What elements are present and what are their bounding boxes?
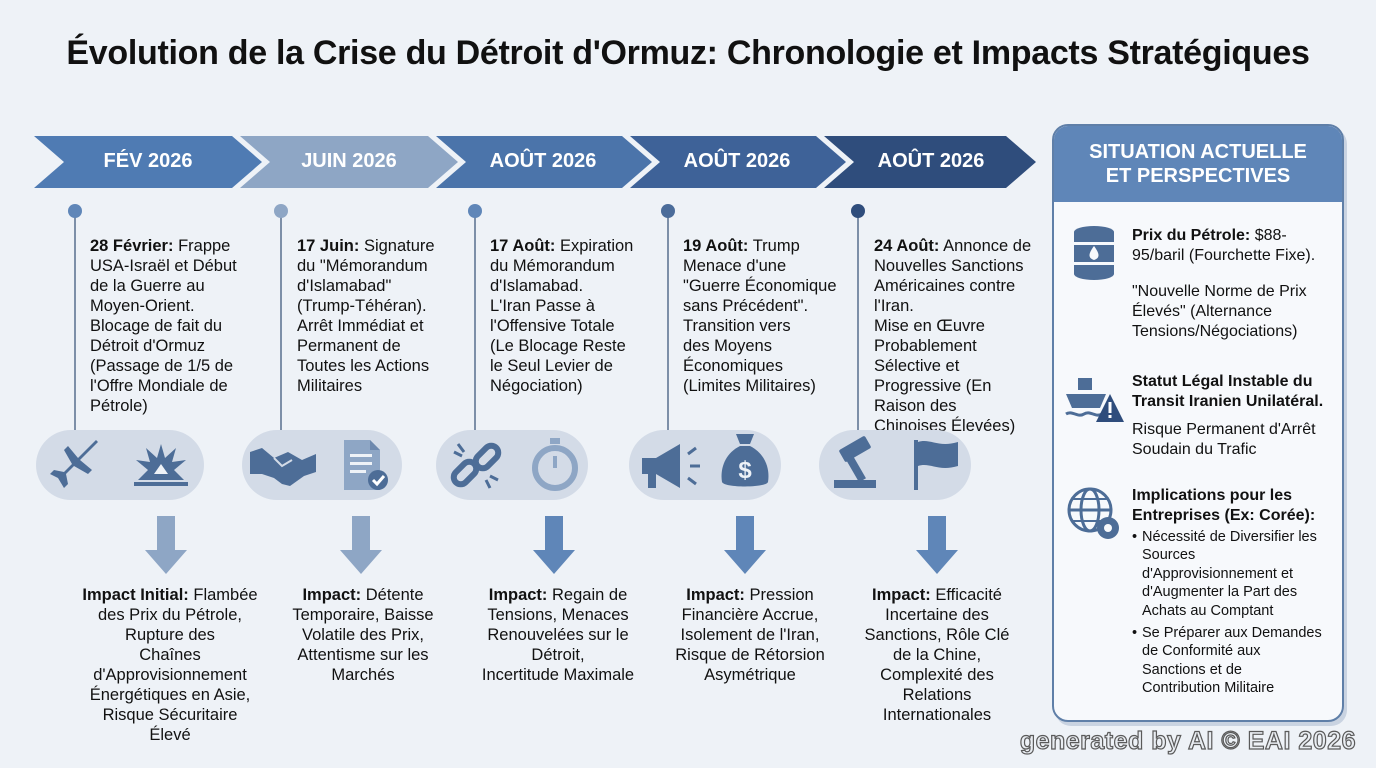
timeline-chevrons xyxy=(34,136,1044,188)
broken-link-icon xyxy=(450,442,502,489)
signed-document-icon xyxy=(344,440,388,490)
timeline-dot xyxy=(68,204,82,218)
page-title: Évolution de la Crise du Détroit d'Ormuz… xyxy=(66,34,1310,72)
impact-text-4: Impact: Pression Financière Accrue, Isol… xyxy=(675,586,825,684)
panel-title: SITUATION ACTUELLE ET PERSPECTIVES xyxy=(1054,126,1342,202)
impact-text-1: Impact Initial: Flambée des Prix du Pétr… xyxy=(82,586,258,744)
bullet-item: Nécessité de Diversifier les Sources d'A… xyxy=(1132,528,1342,620)
timeline-dot xyxy=(851,204,865,218)
ship-warning-icon xyxy=(1065,378,1124,422)
legal-risk-text: Risque Permanent d'Arrêt Soudain du Traf… xyxy=(1132,421,1316,458)
money-bag-icon: $ xyxy=(721,434,769,487)
period-label-2: JUIN 2026 xyxy=(301,150,397,172)
down-arrow-4 xyxy=(724,516,766,574)
globe-gear-icon xyxy=(1067,487,1119,539)
event-text-3: 17 Août: Expiration du Mémorandum d'Isla… xyxy=(490,237,634,395)
impact-text-3: Impact: Regain de Tensions, Menaces Reno… xyxy=(481,586,635,684)
chevron-1 xyxy=(34,136,262,188)
oil-price-text: Prix du Pétrole: $88- 95/baril (Fourchet… xyxy=(1132,227,1316,264)
timeline-dot xyxy=(468,204,482,218)
down-arrow-2 xyxy=(340,516,382,574)
situation-panel: SITUATION ACTUELLE ET PERSPECTIVES Prix … xyxy=(1052,124,1344,722)
period-label-1: FÉV 2026 xyxy=(103,150,193,172)
timeline-dot xyxy=(274,204,288,218)
down-arrow-5 xyxy=(916,516,958,574)
business-heading: Implications pour les Entreprises (Ex: C… xyxy=(1132,487,1316,524)
chevron-4 xyxy=(630,136,846,188)
svg-text:$: $ xyxy=(738,457,752,484)
period-label-4: AOÛT 2026 xyxy=(683,150,791,172)
fighter-jet-icon xyxy=(50,440,98,488)
chevron-2 xyxy=(240,136,458,188)
explosion-icon xyxy=(134,444,188,486)
business-bullets: Nécessité de Diversifier les Sources d'A… xyxy=(1132,528,1342,702)
flag-icon xyxy=(914,440,958,490)
gavel-icon xyxy=(834,436,876,488)
down-arrow-1 xyxy=(145,516,187,574)
period-label-5: AOÛT 2026 xyxy=(877,150,985,172)
timeline-dot xyxy=(661,204,675,218)
legal-status-heading: Statut Légal Instable du Transit Iranien… xyxy=(1132,373,1324,410)
event-text-2: 17 Juin: Signature du "Mémorandum d'Isla… xyxy=(297,237,435,395)
chevron-3 xyxy=(436,136,652,188)
impact-text-2: Impact: Détente Temporaire, Baisse Volat… xyxy=(292,586,434,684)
event-text-1: 28 Février: Frappe USA-Israël et Début d… xyxy=(90,237,237,415)
event-text-4: 19 Août: Trump Menace d'une "Guerre Écon… xyxy=(683,237,837,395)
stopwatch-icon xyxy=(532,438,578,491)
chevron-5 xyxy=(824,136,1036,188)
oil-barrel-icon xyxy=(1074,226,1114,280)
event-text-5: 24 Août: Annonce de Nouvelles Sanctions … xyxy=(874,237,1032,435)
impact-text-5: Impact: Efficacité Incertaine des Sancti… xyxy=(864,586,1010,724)
megaphone-icon xyxy=(642,444,700,488)
watermark: generated by AI © EAI 2026 xyxy=(1019,726,1356,755)
handshake-icon xyxy=(250,448,316,486)
period-label-3: AOÛT 2026 xyxy=(489,150,597,172)
down-arrow-3 xyxy=(533,516,575,574)
bullet-item: Se Préparer aux Demandes de Conformité a… xyxy=(1132,624,1342,698)
oil-norm-text: "Nouvelle Norme de Prix Élevés" (Alterna… xyxy=(1132,283,1307,340)
